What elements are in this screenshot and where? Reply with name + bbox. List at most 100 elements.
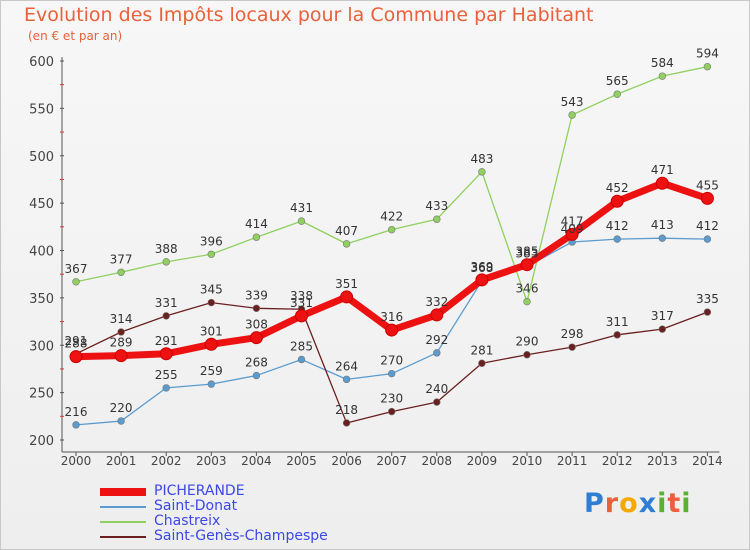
data-point: [159, 347, 173, 361]
data-point: [252, 304, 261, 312]
x-tick-label: 2013: [647, 454, 678, 468]
data-label: 288: [65, 337, 88, 351]
x-tick-label: 2006: [331, 454, 362, 468]
data-label: 339: [245, 288, 268, 302]
data-label: 298: [561, 327, 584, 341]
data-point: [433, 398, 441, 406]
chart-subtitle: (en € et par an): [28, 29, 123, 43]
data-point: [297, 217, 306, 225]
data-point: [475, 273, 489, 287]
proxiti-logo: Proxiti: [584, 488, 692, 519]
legend-label: Saint-Donat: [154, 498, 238, 514]
data-point: [342, 375, 351, 384]
data-label: 431: [290, 201, 313, 215]
data-labels-layer: 367 377 388 396 414 431 407 422 433 483 346 543 565 5…: [65, 47, 719, 419]
data-point: [252, 233, 261, 241]
data-label: 317: [651, 309, 674, 323]
data-point: [613, 90, 621, 98]
data-label: 594: [696, 47, 719, 61]
data-point: [388, 369, 396, 378]
x-tick-label: 2003: [196, 454, 227, 468]
data-point: [207, 250, 216, 258]
data-label: 367: [65, 262, 88, 276]
logo-letter: i: [681, 488, 692, 519]
data-point: [478, 168, 486, 176]
data-label: 417: [561, 214, 584, 228]
data-label: 230: [380, 392, 403, 406]
data-point: [568, 111, 576, 119]
logo-letter: r: [604, 488, 620, 519]
data-point: [340, 290, 354, 304]
x-tick-label: 2012: [602, 454, 633, 468]
data-label: 281: [470, 343, 493, 357]
y-tick-label: 300: [29, 339, 54, 354]
data-point: [162, 384, 170, 392]
data-label: 412: [606, 219, 629, 233]
data-label: 388: [155, 242, 178, 256]
data-point: [655, 176, 669, 190]
data-point: [613, 235, 621, 243]
legend-label: Saint-Genès-Champespe: [154, 528, 328, 544]
data-label: 433: [425, 199, 448, 213]
logo-letter: t: [667, 488, 682, 519]
data-label: 368: [470, 261, 493, 275]
data-point: [523, 297, 531, 306]
legend-label: PICHERANDE: [154, 483, 245, 499]
data-label: 335: [696, 292, 719, 306]
x-tick-label: 2011: [557, 454, 588, 468]
data-point: [658, 72, 666, 80]
data-label: 452: [606, 181, 629, 195]
data-point: [388, 225, 396, 234]
data-point: [162, 312, 170, 320]
data-label: 331: [290, 296, 313, 310]
data-label: 407: [335, 224, 358, 238]
data-point: [610, 194, 624, 208]
logo-letter: i: [657, 488, 668, 519]
data-point: [69, 350, 83, 364]
data-label: 422: [380, 210, 403, 224]
data-point: [72, 421, 80, 429]
y-tick-label: 550: [29, 102, 54, 117]
y-tick-label: 600: [29, 55, 54, 70]
series-layer: [69, 62, 714, 429]
x-tick-label: 2014: [692, 454, 723, 468]
data-label: 338: [290, 289, 313, 303]
series-saint-genès-champespe: [72, 298, 712, 427]
data-point: [385, 323, 399, 337]
data-point: [568, 343, 576, 351]
data-label: 291: [65, 334, 88, 348]
data-label: 289: [110, 336, 133, 350]
data-point: [117, 417, 125, 425]
data-point: [523, 351, 531, 359]
data-label: 255: [155, 368, 178, 382]
data-label: 301: [200, 324, 223, 338]
data-point: [565, 227, 579, 241]
data-label: 455: [696, 178, 719, 192]
data-point: [700, 191, 714, 205]
data-label: 543: [561, 95, 584, 109]
data-point: [297, 355, 306, 364]
data-point: [703, 308, 712, 316]
data-label: 292: [425, 333, 448, 347]
data-label: 396: [200, 234, 223, 248]
logo-letter: x: [638, 488, 658, 519]
series-chastreix: [72, 62, 712, 306]
data-point: [295, 309, 308, 323]
data-label: 314: [110, 312, 133, 326]
data-label: 584: [651, 56, 674, 70]
data-label: 377: [110, 252, 133, 266]
data-label: 483: [470, 152, 493, 166]
data-point: [658, 234, 666, 242]
legend-swatch: [100, 506, 146, 508]
data-point: [703, 235, 712, 243]
data-label: 413: [651, 218, 674, 232]
data-label: 240: [425, 382, 448, 396]
data-point: [72, 278, 80, 286]
data-point: [613, 331, 621, 339]
data-label: 218: [335, 403, 358, 417]
x-tick-label: 2001: [106, 454, 137, 468]
logo-letter: o: [619, 488, 639, 519]
series-picherande: [69, 176, 714, 364]
data-point: [433, 349, 441, 357]
